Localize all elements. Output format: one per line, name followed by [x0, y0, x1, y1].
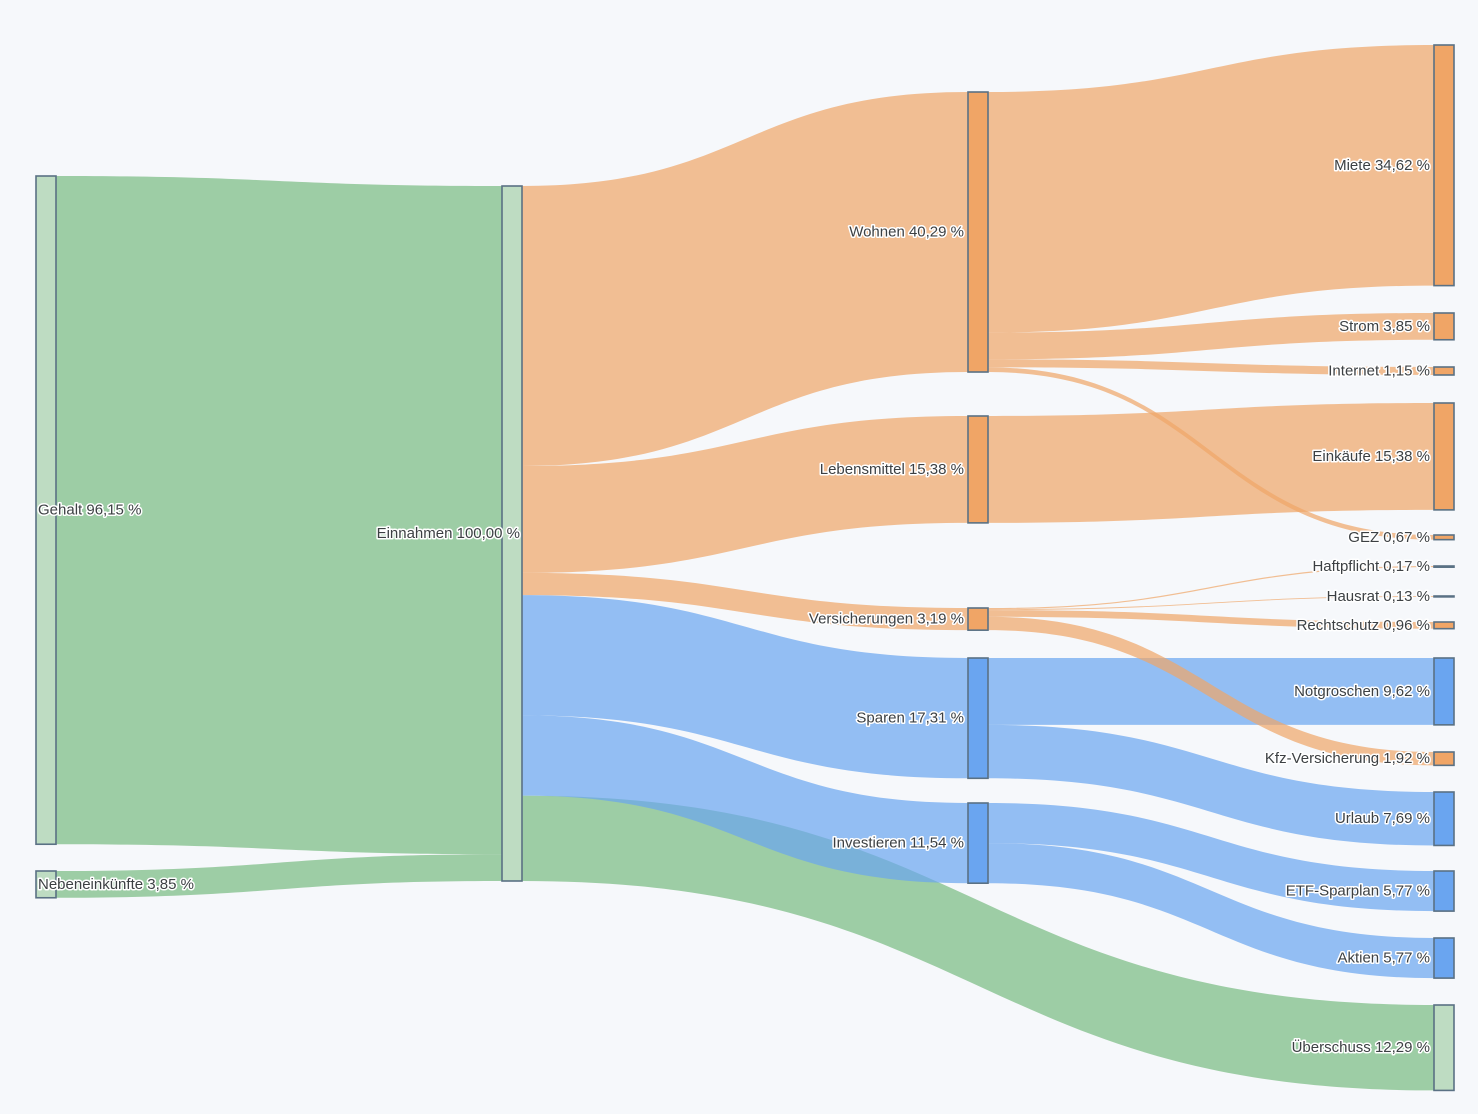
link-lebensmittel-to-einkaeufe[interactable]: [988, 403, 1434, 523]
node-nebeneinkuenfte[interactable]: [35, 870, 57, 899]
node-label-miete: Miete 34,62 %: [1334, 157, 1430, 174]
link-einnahmen-to-ueberschuss[interactable]: [522, 795, 1434, 1091]
node-strom[interactable]: [1433, 312, 1455, 341]
link-versicherungen-to-rechtschutz[interactable]: [988, 610, 1434, 629]
node-sparen[interactable]: [967, 657, 989, 780]
link-wohnen-to-internet[interactable]: [988, 359, 1434, 375]
link-investieren-to-aktien[interactable]: [988, 843, 1434, 979]
link-investieren-to-etf-sparplan[interactable]: [988, 803, 1434, 912]
node-label-internet: Internet 1,15 %: [1328, 362, 1430, 379]
node-label-sparen: Sparen 17,31 %: [856, 710, 964, 727]
node-investieren[interactable]: [967, 802, 989, 885]
node-label-gehalt: Gehalt 96,15 %: [38, 502, 141, 519]
link-gehalt-to-einnahmen[interactable]: [56, 176, 502, 855]
node-label-ueberschuss: Überschuss 12,29 %: [1292, 1038, 1430, 1056]
node-label-hausrat: Hausrat 0,13 %: [1327, 588, 1430, 605]
node-label-gez: GEZ 0,67 %: [1348, 529, 1430, 546]
sankey-nodes: [35, 44, 1455, 1092]
node-internet[interactable]: [1433, 366, 1455, 376]
node-wohnen[interactable]: [967, 91, 989, 373]
node-label-wohnen: Wohnen 40,29 %: [849, 224, 964, 241]
node-label-investieren: Investieren 11,54 %: [833, 835, 964, 852]
node-label-nebeneinkuenfte: Nebeneinkünfte 3,85 %: [38, 876, 194, 893]
node-lebensmittel[interactable]: [967, 415, 989, 524]
link-wohnen-to-miete[interactable]: [988, 45, 1434, 333]
link-versicherungen-to-hausrat[interactable]: [988, 596, 1434, 611]
link-einnahmen-to-wohnen[interactable]: [522, 92, 968, 467]
node-einnahmen[interactable]: [501, 185, 523, 882]
node-label-notgroschen: Notgroschen 9,62 %: [1294, 683, 1430, 700]
node-aktien[interactable]: [1433, 937, 1455, 979]
link-einnahmen-to-lebensmittel[interactable]: [522, 416, 968, 573]
node-ueberschuss[interactable]: [1433, 1004, 1455, 1092]
node-label-kfz-versicherung: Kfz-Versicherung 1,92 %: [1265, 750, 1430, 767]
sankey-labels: Gehalt 96,15 % Nebeneinkünfte 3,85 % Einna…: [37, 155, 1432, 1057]
node-hausrat[interactable]: [1433, 595, 1455, 598]
node-gez[interactable]: [1433, 534, 1455, 541]
link-wohnen-to-strom[interactable]: [988, 313, 1434, 360]
node-label-einnahmen: Einnahmen 100,00 %: [377, 525, 520, 542]
node-versicherungen[interactable]: [967, 607, 989, 631]
link-versicherungen-to-kfz-versicherung[interactable]: [988, 616, 1434, 766]
node-label-rechtschutz: Rechtschutz 0,96 %: [1297, 617, 1430, 634]
node-haftpflicht[interactable]: [1433, 565, 1455, 568]
node-miete[interactable]: [1433, 44, 1455, 287]
node-rechtschutz[interactable]: [1433, 621, 1455, 630]
link-einnahmen-to-versicherungen[interactable]: [522, 572, 968, 631]
node-label-aktien: Aktien 5,77 %: [1337, 950, 1430, 967]
link-einnahmen-to-sparen[interactable]: [522, 595, 968, 779]
link-einnahmen-to-investieren[interactable]: [522, 715, 968, 884]
sankey-links: [56, 45, 1434, 1091]
link-nebeneinkuenfte-to-einnahmen[interactable]: [56, 854, 502, 898]
node-label-haftpflicht: Haftpflicht 0,17 %: [1312, 558, 1430, 575]
node-gehalt[interactable]: [35, 175, 57, 846]
node-urlaub[interactable]: [1433, 791, 1455, 847]
node-einkaeufe[interactable]: [1433, 402, 1455, 511]
node-label-lebensmittel: Lebensmittel 15,38 %: [820, 461, 964, 478]
node-notgroschen[interactable]: [1433, 657, 1455, 726]
node-kfz-versicherung[interactable]: [1433, 751, 1455, 767]
link-versicherungen-to-haftpflicht[interactable]: [988, 566, 1434, 610]
node-etf-sparplan[interactable]: [1433, 870, 1455, 912]
link-wohnen-to-gez[interactable]: [988, 367, 1434, 540]
link-sparen-to-urlaub[interactable]: [988, 724, 1434, 846]
node-label-urlaub: Urlaub 7,69 %: [1335, 810, 1430, 827]
node-label-einkaeufe: Einkäufe 15,38 %: [1312, 448, 1430, 465]
node-label-etf-sparplan: ETF-Sparplan 5,77 %: [1286, 883, 1430, 900]
node-label-strom: Strom 3,85 %: [1339, 318, 1430, 335]
node-label-versicherungen: Versicherungen 3,19 %: [809, 611, 964, 628]
